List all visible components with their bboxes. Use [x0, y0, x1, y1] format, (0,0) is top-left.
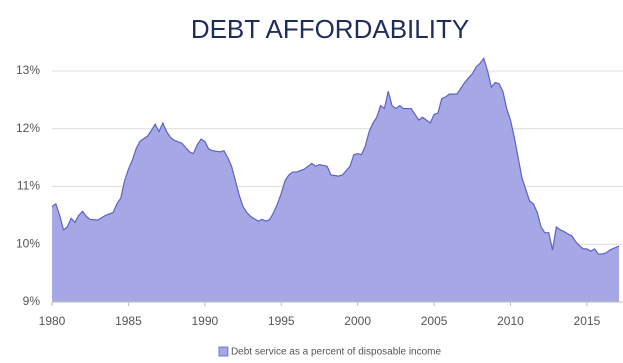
x-tick-label: 2015: [574, 314, 601, 328]
legend-swatch: [218, 346, 229, 357]
x-tick-label: 1980: [39, 314, 66, 328]
y-tick-label: 12%: [16, 121, 40, 135]
y-tick-label: 11%: [17, 179, 40, 193]
legend-label: Debt service as a percent of disposable …: [231, 347, 442, 358]
area: [52, 58, 619, 302]
x-tick-label: 2000: [344, 314, 371, 328]
x-tick-label: 1990: [191, 314, 218, 328]
y-tick-label: 10%: [16, 236, 40, 250]
y-tick-label: 13%: [16, 63, 40, 77]
x-tick-label: 2005: [421, 314, 448, 328]
x-tick-label: 2010: [497, 314, 524, 328]
x-tick-label: 1995: [268, 314, 295, 328]
line: [51, 56, 620, 255]
chart-title: DEBT AFFORDABILITY: [191, 14, 469, 44]
y-tick-label: 9%: [23, 294, 41, 308]
x-tick-label: 1985: [115, 314, 142, 328]
